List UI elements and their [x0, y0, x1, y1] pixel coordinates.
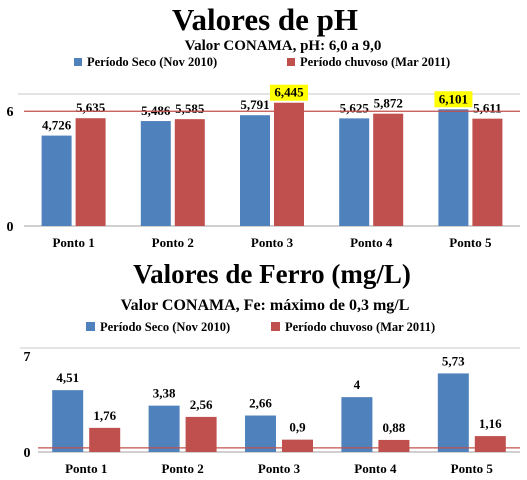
fe-chart-subtitle: Valor CONAMA, Fe: máximo de 0,3 mg/L — [121, 297, 410, 314]
fe-data-label: 0,88 — [383, 420, 406, 435]
fe-bar-dry — [52, 390, 84, 452]
fe-y-tick-label: 0 — [24, 446, 31, 461]
fe-bar-rainy — [185, 416, 217, 452]
ph-category-label: Ponto 3 — [251, 235, 294, 250]
ph-data-label: 6,445 — [274, 85, 304, 100]
fe-category-label: Ponto 1 — [65, 461, 107, 476]
fe-chart-title: Valores de Ferro (mg/L) — [133, 259, 411, 289]
ph-data-label: 5,635 — [76, 100, 106, 115]
ph-data-label: 5,486 — [141, 103, 171, 118]
ph-bar-dry — [240, 115, 270, 226]
ph-data-label: 5,625 — [340, 100, 370, 115]
ph-data-label: 5,872 — [374, 96, 403, 111]
fe-data-label: 1,76 — [93, 408, 116, 423]
fe-legend-label-rainy: Período chuvoso (Mar 2011) — [285, 320, 435, 334]
fe-data-label: 3,38 — [153, 386, 176, 401]
fe-legend-label-dry: Período Seco (Nov 2010) — [100, 320, 230, 334]
fe-data-label: 4 — [354, 377, 361, 392]
fe-plot: 0 7 4,51 3,38 2,66 4 5,73 1,76 2,56 0,9 0,88 1,16 Po… — [24, 350, 520, 476]
fe-data-label: 4,51 — [56, 370, 79, 385]
fe-data-label: 2,56 — [190, 397, 213, 412]
fe-legend-swatch-dry — [86, 322, 95, 331]
fe-category-label: Ponto 4 — [354, 461, 397, 476]
fe-bar-dry — [341, 397, 373, 452]
fe-bar-rainy — [474, 436, 506, 452]
fe-bar-dry — [437, 373, 469, 452]
fe-data-label: 0,9 — [289, 420, 306, 435]
ph-plot: 0 6 4,726 5,486 5,791 5,625 6,101 5,635 5,585 6,4… — [7, 84, 520, 250]
ph-data-label: 5,585 — [175, 101, 205, 116]
ph-legend-swatch-rainy — [287, 58, 295, 66]
ph-y-tick-label: 6 — [7, 105, 14, 120]
fe-data-label: 1,16 — [479, 416, 502, 431]
ph-data-label: 5,791 — [240, 97, 269, 112]
fe-category-label: Ponto 2 — [161, 461, 203, 476]
ph-legend-label-rainy: Período chuvoso (Mar 2011) — [300, 55, 450, 69]
fe-bar-rainy — [282, 439, 313, 452]
fe-y-tick-label: 7 — [24, 350, 31, 365]
ph-chart-title: Valores de pH — [172, 2, 358, 37]
ph-category-label: Ponto 4 — [350, 235, 393, 250]
ph-highlight-box — [270, 84, 308, 101]
ph-category-label: Ponto 2 — [152, 235, 194, 250]
ph-highlight-box — [434, 91, 473, 108]
ph-data-label: 4,726 — [42, 118, 72, 133]
fe-category-label: Ponto 5 — [451, 461, 494, 476]
ph-bar-dry — [339, 118, 370, 226]
ph-chart-subtitle: Valor CONAMA, pH: 6,0 a 9,0 — [185, 38, 382, 54]
ph-legend-swatch-dry — [74, 58, 82, 66]
ph-bar-dry — [438, 109, 469, 226]
ph-bar-rainy — [174, 119, 205, 226]
fe-bar-rainy — [378, 439, 410, 452]
ph-legend-label-dry: Período Seco (Nov 2010) — [87, 55, 217, 69]
fe-bar-dry — [245, 415, 276, 452]
ph-bar-rainy — [274, 102, 304, 226]
ph-bar-rainy — [472, 118, 503, 226]
ph-bar-dry — [140, 121, 171, 226]
ph-bar-rainy — [75, 118, 106, 226]
fe-bar-dry — [148, 405, 180, 452]
fe-data-label: 5,73 — [442, 353, 465, 368]
ph-category-label: Ponto 5 — [449, 235, 492, 250]
ph-legend: Período Seco (Nov 2010) Período chuvoso … — [74, 55, 450, 69]
fe-data-label: 2,66 — [249, 396, 272, 411]
ph-bar-rainy — [373, 113, 404, 226]
fe-legend-swatch-rainy — [271, 322, 280, 331]
fe-category-label: Ponto 3 — [258, 461, 301, 476]
ph-data-label: 6,101 — [439, 91, 468, 106]
ph-category-label: Ponto 1 — [52, 235, 94, 250]
fe-legend: Período Seco (Nov 2010) Período chuvoso … — [86, 320, 435, 334]
ph-y-tick-label: 0 — [7, 220, 14, 235]
ph-data-label: 5,611 — [473, 101, 502, 116]
ph-bar-dry — [41, 135, 72, 226]
